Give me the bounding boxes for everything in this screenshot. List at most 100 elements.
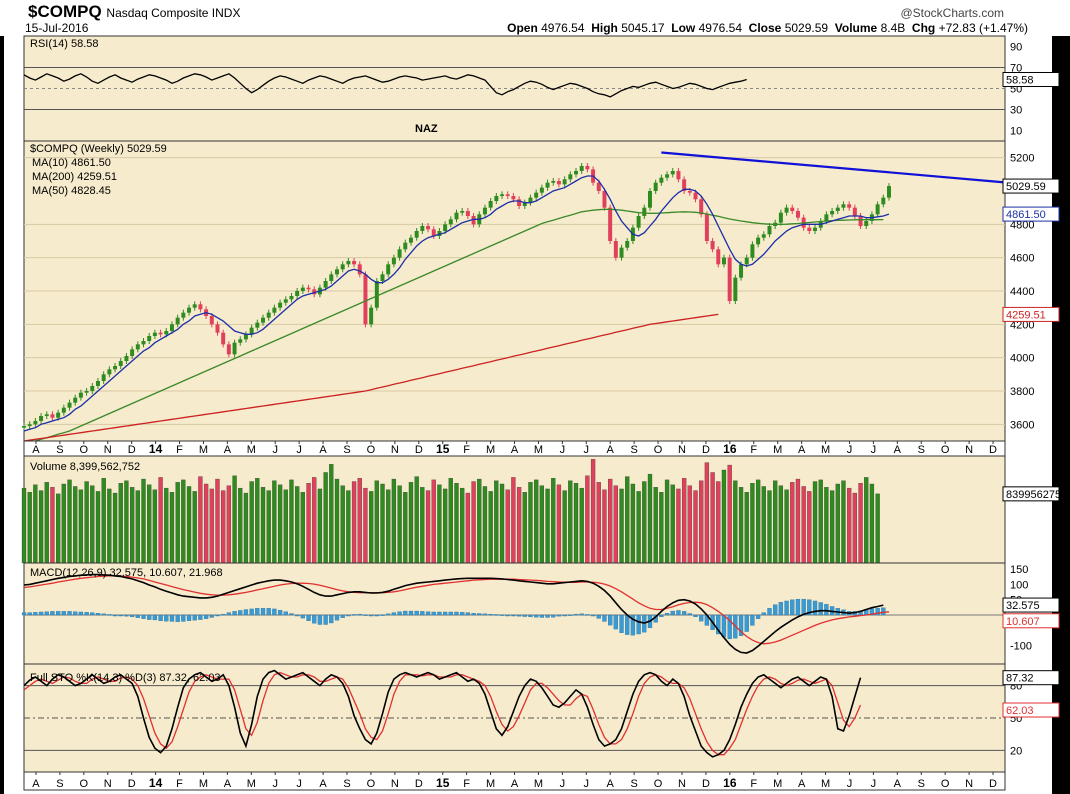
volume-bar: [829, 490, 835, 564]
macd-histogram-bar: [778, 602, 784, 616]
price-candle: [278, 302, 283, 308]
macd-histogram-bar: [374, 614, 379, 617]
volume-bar: [346, 490, 351, 564]
rsi-last-value: 58.58: [1006, 74, 1034, 86]
price-candle: [841, 204, 846, 208]
volume-bar: [243, 492, 249, 564]
price-candle: [807, 227, 812, 231]
volume-bar: [585, 475, 590, 564]
x-month-label: F: [176, 444, 183, 456]
macd-histogram-bar: [659, 614, 664, 618]
x-month-label: A: [224, 778, 232, 790]
volume-bar: [608, 478, 613, 564]
rsi-last-value-box: [1002, 71, 1060, 87]
rsi-title: RSI(14) 58.58: [30, 38, 98, 50]
macd-histogram-bar: [465, 612, 471, 616]
macd-histogram-bar: [363, 614, 368, 616]
volume-bar: [630, 483, 636, 564]
macd-histogram-bar: [693, 614, 698, 618]
volume-bar: [619, 488, 624, 564]
macd-histogram-bar: [812, 600, 818, 616]
x-month-label: A: [894, 778, 902, 790]
price-candle: [426, 226, 431, 230]
macd-histogram-bar: [505, 614, 510, 617]
brand-logo[interactable]: @StockCharts.com: [900, 6, 1004, 20]
sto-title: Full STO %K(14,3) %D(3) 87.32, 62.03: [30, 672, 221, 684]
volume-bar: [283, 489, 288, 564]
price-candle: [437, 231, 442, 236]
macd-histogram-bar: [534, 614, 539, 618]
price-candle: [835, 207, 840, 211]
volume-title: Volume 8,399,562,752: [30, 461, 140, 473]
price-candle: [67, 402, 72, 408]
macd-histogram-bar: [699, 614, 704, 622]
price-candle: [357, 264, 362, 275]
price-candle: [255, 322, 260, 328]
x-month-label: 15: [436, 442, 450, 456]
price-candle: [528, 197, 533, 203]
x-month-label: J: [560, 444, 566, 456]
volume-bar: [340, 485, 345, 564]
x-month-label: S: [56, 444, 63, 456]
macd-histogram-bar: [181, 614, 186, 622]
price-candle: [454, 212, 459, 220]
macd-histogram-bar: [323, 614, 328, 625]
macd-histogram-bar: [147, 614, 152, 620]
x-month-label: M: [247, 778, 256, 790]
x-month-label: 16: [723, 776, 737, 790]
macd-histogram-bar: [368, 614, 374, 617]
volume-bar: [847, 487, 852, 564]
volume-bar: [528, 482, 533, 564]
macd-histogram-bar: [420, 611, 425, 616]
macd-histogram-bar: [869, 608, 875, 616]
x-month-label: S: [56, 778, 63, 790]
volume-bar: [397, 485, 402, 564]
volume-bar: [306, 483, 311, 564]
volume-bar: [738, 487, 744, 564]
y-tick-label: 5200: [1010, 153, 1034, 165]
price-candle: [22, 426, 26, 428]
volume-bar: [442, 488, 448, 564]
volume-bar: [465, 492, 471, 564]
x-month-label: M: [199, 444, 208, 456]
volume-bar: [710, 472, 715, 564]
ohlc-summary: Open 4976.54 High 5045.17 Low 4976.54 Cl…: [507, 21, 1028, 35]
price-candle: [574, 171, 578, 175]
price-candle: [289, 296, 294, 300]
macd-histogram-bar: [881, 607, 886, 616]
volume-bar: [716, 481, 721, 564]
volume-bar: [852, 492, 857, 564]
macd-histogram-bar: [249, 608, 254, 616]
price-candle: [693, 192, 698, 200]
price-candle: [238, 339, 243, 343]
macd-histogram-bar: [676, 610, 681, 616]
price-candle: [27, 424, 32, 426]
price-candle: [215, 324, 220, 333]
volume-bar: [795, 478, 801, 564]
y-tick-label: 100: [1010, 579, 1028, 591]
y-tick-label: 3800: [1010, 386, 1034, 398]
macd-histogram-bar: [590, 614, 596, 617]
macd-histogram-bar: [875, 608, 880, 616]
price-candle: [147, 336, 152, 341]
volume-bar: [95, 491, 101, 564]
price-candle: [653, 182, 658, 191]
macd-last-value: 32.575: [1006, 600, 1040, 612]
macd-histogram-bar: [33, 612, 38, 616]
volume-bar: [112, 492, 118, 564]
volume-bar: [494, 480, 499, 564]
price-candle: [56, 412, 61, 418]
x-month-label: D: [415, 444, 423, 456]
price-candle: [266, 312, 271, 318]
volume-bar: [687, 485, 692, 564]
sto-d-last-value-box: [1002, 702, 1060, 718]
x-month-label: F: [176, 778, 183, 790]
close-last-value: 5029.59: [1006, 181, 1046, 193]
macd-last-value-box: [1002, 597, 1060, 613]
volume-bar: [778, 485, 784, 564]
macd-histogram-bar: [164, 614, 169, 622]
price-candle: [380, 274, 385, 281]
price-candle: [141, 341, 146, 345]
volume-bar: [249, 481, 254, 564]
